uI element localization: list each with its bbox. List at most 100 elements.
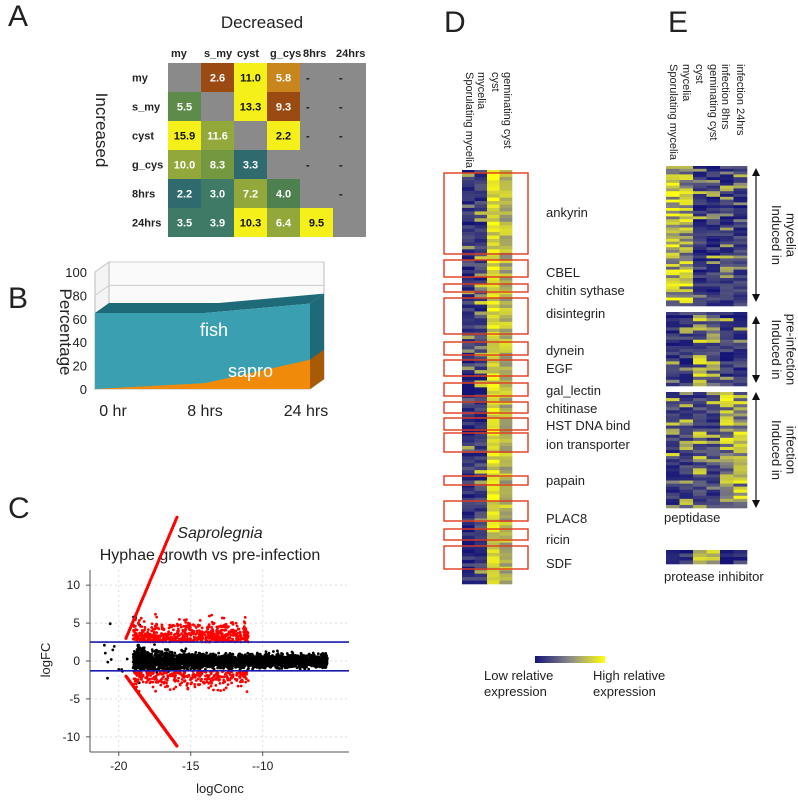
scatter-c-point [222,623,226,627]
heatmap-cell [499,201,513,205]
scatter-c-point [193,654,197,657]
scatter-c-point [158,659,162,663]
scatter-c-point [252,666,255,669]
heatmap-cell [474,497,488,502]
scatter-c-point [216,666,220,670]
scatter-c-point [204,661,208,665]
scatter-c-point [299,664,302,668]
scatter-c-point [231,631,235,635]
scatter-c-point [270,655,273,659]
heatmap-cell [706,339,721,344]
scatter-c-point [223,663,227,667]
scatter-c-point [255,656,259,659]
heatmap-cell [666,407,680,411]
scatter-c-point [240,659,244,663]
heatmap-cell [720,194,734,198]
heatmap-cell [706,471,721,475]
heatmap-cell [733,210,748,214]
heatmap-cell [733,294,748,298]
area-b-series-label-fish: fish [200,320,228,340]
heatmap-d-family-label: chitin sythase [546,283,625,298]
scatter-c-point [153,666,156,669]
heatmap-cell [499,239,513,243]
scatter-c-point [160,550,164,554]
scatter-c-point [294,655,297,659]
scatter-c-point [180,640,184,644]
scatter-c-xtick-label: --10 [252,759,274,773]
scatter-c-point [198,654,202,658]
scatter-c-point [242,658,245,662]
heatmap-cell [706,443,721,448]
scatter-c-point [301,659,305,662]
heatmap-cell [693,504,707,509]
heatmap-cell [474,521,488,526]
scatter-c-point [186,654,190,658]
scatter-c-point [164,661,167,665]
scatter-c-point [193,624,196,627]
scatter-c-point [261,663,265,667]
scatter-c-point [171,674,174,678]
scatter-c-point [213,662,217,666]
scatter-c-point [210,637,214,641]
heatmap-cell [693,208,707,212]
scatter-c-point [322,659,326,663]
heatmap-cell [499,304,513,309]
scatter-c-point [229,669,233,673]
scatter-c-point [148,681,152,685]
scatter-c-point [318,661,322,665]
heatmap-cell [462,276,475,281]
heatmap-cell [666,269,680,273]
scatter-c-point [187,674,190,678]
heatmap-cell [462,345,475,350]
heatmap-cell [679,174,694,178]
scatter-c-point [147,665,151,669]
scatter-c-point [215,673,219,677]
heatmap-cell [474,428,488,433]
heatmap-cell [487,418,500,423]
scatter-c-point [281,652,284,656]
scatter-c-point [183,670,186,674]
scatter-c-point [137,692,141,696]
heatmap-cell [666,208,680,212]
scatter-c-point [225,657,229,661]
heatmap-cell [487,325,500,329]
scatter-c-point [324,660,328,663]
scatter-c-point [135,632,138,636]
heatmap-cell [706,382,721,387]
scatter-c-point [165,665,169,669]
heatmap-cell [720,361,734,365]
scatter-c-point [306,660,310,663]
scatter-c-point [166,662,170,666]
scatter-c-point [266,655,270,659]
heatmap-cell [487,342,500,347]
scatter-c-point [232,661,236,664]
heatmap-cell [666,453,680,457]
scatter-c-point [139,599,144,604]
scatter-c-point [198,636,202,640]
heatmap-cell [733,483,748,487]
scatter-c-point [188,658,192,661]
scatter-c-point [289,660,293,664]
heatmap-cell [474,366,488,371]
heatmap-cell [693,416,707,420]
heatmap-cell [462,401,475,405]
scatter-c-point [211,657,215,661]
scatter-c-point [245,633,249,637]
scatter-c-point [305,658,309,662]
scatter-c-point [231,664,235,668]
heatmap-cell [720,437,734,442]
heatmap-cell [462,566,475,571]
scatter-c-point [242,660,246,664]
heatmap-cell [666,358,680,362]
heatmap-cell [666,222,680,226]
scatter-c-point [136,654,140,658]
scatter-c-point [179,625,183,629]
heatmap-cell [679,450,694,454]
heatmap-cell [693,269,707,273]
heatmap-cell [474,194,488,198]
heatmap-cell [474,287,488,292]
heatmap-d-family-box [443,432,529,453]
heatmap-cell [693,413,707,417]
scatter-c-point [213,662,217,666]
scatter-c-point [132,634,135,637]
